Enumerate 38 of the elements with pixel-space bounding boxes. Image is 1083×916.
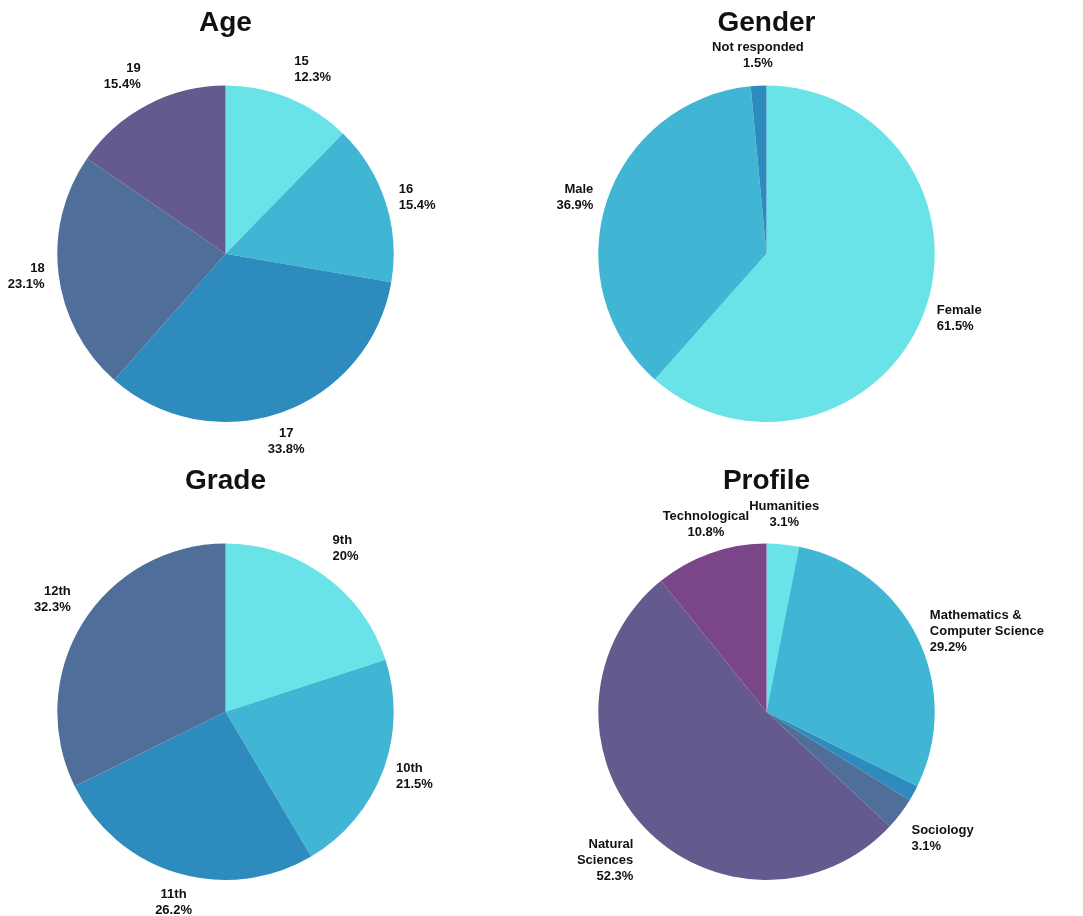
data-label: 20% — [332, 547, 360, 563]
slice-label: 19 — [126, 60, 141, 76]
slice-label: 9th — [332, 531, 353, 547]
data-label: 36.9% — [556, 196, 594, 212]
chart-title: Age — [199, 5, 252, 37]
data-label: 33.8% — [267, 441, 305, 457]
data-label: 3.1% — [769, 514, 800, 530]
data-label: 15.4% — [103, 76, 142, 92]
slice-label: Natural Sciences — [576, 835, 634, 867]
data-label: 12.3% — [294, 68, 332, 84]
slice-label: 10th — [395, 759, 423, 775]
data-label: 15.4% — [398, 197, 437, 213]
chart-title: Profile — [722, 463, 811, 495]
chart-title: Gender — [717, 5, 816, 37]
slice-label: 16 — [398, 181, 414, 197]
slice-label: 12th — [44, 583, 71, 599]
data-label: 32.3% — [33, 599, 72, 615]
slice-label: Female — [936, 302, 982, 318]
data-label: 61.5% — [936, 318, 975, 334]
data-label: 10.8% — [687, 523, 725, 539]
data-label: 29.2% — [929, 638, 968, 654]
data-label: 26.2% — [155, 902, 193, 916]
slice-label: Not responded — [712, 39, 804, 55]
slice-label: 11th — [160, 886, 187, 902]
slice-label: Humanities — [749, 498, 820, 514]
slice-label: 18 — [30, 259, 45, 275]
slice-label: Sociology — [911, 821, 975, 837]
slice-label: 17 — [278, 425, 294, 441]
data-label: 3.1% — [911, 837, 942, 853]
slice-label: Technological — [662, 507, 750, 523]
slice-label: Mathematics & Computer Science — [929, 606, 1045, 638]
chart-title: Grade — [185, 463, 266, 495]
data-label: 21.5% — [395, 775, 434, 791]
data-label: 1.5% — [743, 55, 774, 71]
slice-label: Male — [564, 180, 594, 196]
slice-label: 15 — [294, 52, 309, 68]
data-label: 52.3% — [596, 867, 634, 883]
data-label: 23.1% — [7, 275, 46, 291]
